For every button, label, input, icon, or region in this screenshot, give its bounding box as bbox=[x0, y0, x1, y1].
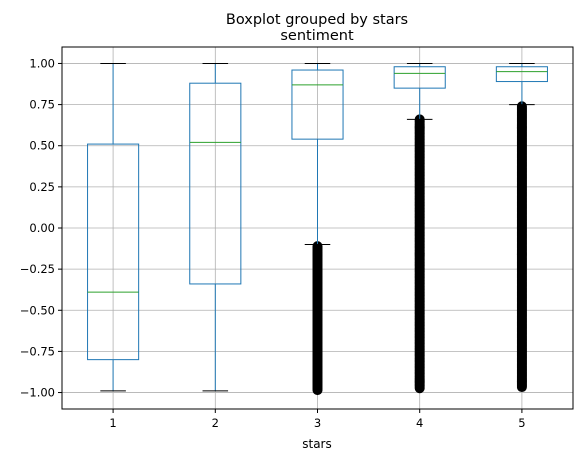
box-5 bbox=[495, 66, 548, 83]
fliers-5 bbox=[516, 101, 527, 393]
box-2 bbox=[189, 82, 242, 285]
box-group-3 bbox=[291, 62, 344, 396]
y-tick-label: 0.25 bbox=[29, 180, 55, 194]
y-tick-label: −0.50 bbox=[20, 303, 55, 317]
x-tick-label: 4 bbox=[416, 416, 423, 430]
y-axis: −1.00 −0.75 −0.50 −0.25 0.00 0.25 0.50 0.75 1.00 bbox=[20, 56, 62, 400]
y-tick-label: 1.00 bbox=[29, 56, 55, 70]
flier-point bbox=[516, 382, 527, 393]
box-3 bbox=[291, 69, 344, 140]
fliers-4 bbox=[414, 114, 425, 394]
chart-suptitle: Boxplot grouped by stars bbox=[226, 12, 408, 28]
flier-point bbox=[414, 383, 425, 394]
fliers-3 bbox=[312, 241, 323, 396]
y-tick-label: −0.25 bbox=[20, 262, 55, 276]
box-1 bbox=[87, 143, 140, 361]
y-tick-label: −0.75 bbox=[20, 344, 55, 358]
x-axis: 1 2 3 4 5 bbox=[109, 409, 526, 430]
flier-point bbox=[312, 385, 323, 396]
chart-title: sentiment bbox=[280, 28, 354, 44]
x-tick-label: 5 bbox=[518, 416, 525, 430]
box-group-4 bbox=[393, 62, 446, 394]
x-tick-label: 3 bbox=[314, 416, 321, 430]
box-group-2 bbox=[189, 62, 242, 392]
box-4 bbox=[393, 66, 446, 89]
x-tick-label: 1 bbox=[109, 416, 116, 430]
y-tick-label: 0.75 bbox=[29, 98, 55, 112]
box-group-1 bbox=[87, 62, 140, 392]
x-tick-label: 2 bbox=[212, 416, 219, 430]
box-group-5 bbox=[495, 62, 548, 393]
y-tick-label: 0.00 bbox=[29, 221, 55, 235]
x-axis-label: stars bbox=[302, 437, 332, 451]
y-tick-label: −1.00 bbox=[20, 386, 55, 400]
y-tick-label: 0.50 bbox=[29, 139, 55, 153]
boxes bbox=[87, 62, 548, 396]
